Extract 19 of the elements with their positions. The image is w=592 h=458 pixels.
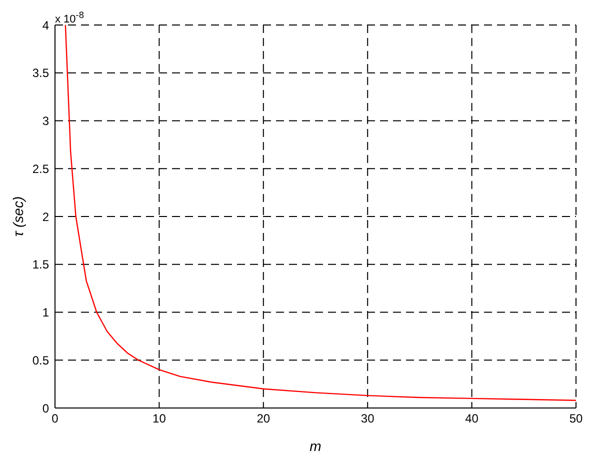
y-tick-label: 3 [42, 114, 50, 128]
y-tick-label: 0 [42, 401, 50, 416]
x-axis-title: m [310, 438, 322, 454]
x-tick-label: 0 [52, 412, 59, 426]
y-tick-label: 1 [42, 306, 50, 320]
y-tick-label: 2 [42, 210, 50, 224]
y-tick-label: 0.5 [32, 353, 50, 368]
x-tick-label: 50 [569, 412, 583, 426]
y-tick-label: 4 [42, 18, 50, 32]
y-axis-title: τ (sec) [10, 196, 26, 237]
y-tick-label: 3.5 [32, 66, 50, 80]
x-tick-label: 20 [256, 412, 270, 426]
x-tick-label: 30 [360, 412, 375, 426]
x-tick-label: 10 [152, 412, 166, 426]
annotation: x 10$^{-8}$ [55, 10, 84, 26]
y-tick-label: 1.5 [32, 258, 50, 272]
line-series [64, 25, 576, 401]
x-tick-label: 40 [465, 412, 479, 426]
y-tick-label: 2.5 [32, 162, 50, 176]
